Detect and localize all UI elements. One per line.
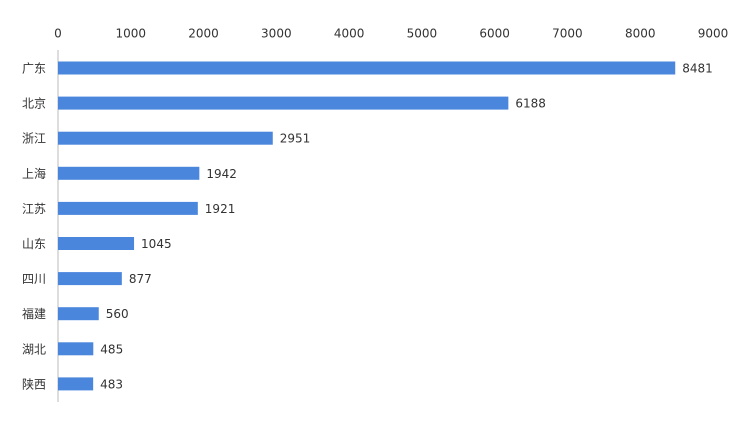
x-tick-label: 3000 — [261, 27, 292, 41]
x-tick-label: 0 — [54, 27, 62, 41]
bar — [58, 377, 94, 391]
bar — [58, 166, 200, 180]
x-tick-label: 1000 — [116, 27, 147, 41]
x-tick-label: 7000 — [552, 27, 583, 41]
bar — [58, 61, 676, 75]
value-label: 6188 — [515, 97, 546, 111]
x-tick-label: 2000 — [188, 27, 219, 41]
y-tick-label: 上海 — [22, 166, 46, 181]
y-tick-label: 广东 — [22, 62, 46, 76]
bar — [58, 307, 99, 321]
y-tick-label: 湖北 — [22, 341, 46, 356]
y-tick-label: 福建 — [22, 306, 46, 321]
value-label: 2951 — [280, 132, 311, 146]
x-tick-label: 8000 — [625, 27, 656, 41]
x-tick-label: 9000 — [698, 27, 729, 41]
bar — [58, 237, 135, 250]
y-tick-label: 江苏 — [22, 202, 46, 216]
value-label: 1045 — [141, 237, 172, 251]
y-tick-label: 北京 — [22, 97, 46, 111]
x-tick-label: 4000 — [334, 27, 365, 41]
value-label: 485 — [100, 342, 123, 356]
value-label: 560 — [106, 307, 129, 321]
bar — [58, 131, 273, 145]
y-tick-label: 山东 — [22, 237, 46, 251]
value-label: 483 — [100, 377, 123, 391]
bar — [58, 201, 198, 215]
bar — [58, 272, 122, 286]
x-tick-label: 6000 — [479, 27, 510, 41]
y-tick-label: 浙江 — [22, 132, 46, 146]
bar — [58, 342, 94, 356]
y-tick-label: 陕西 — [22, 376, 46, 391]
x-tick-label: 5000 — [407, 27, 438, 41]
value-label: 1921 — [205, 202, 236, 216]
value-label: 8481 — [682, 62, 713, 76]
value-label: 1942 — [206, 167, 237, 181]
y-tick-label: 四川 — [22, 272, 46, 286]
value-label: 877 — [129, 272, 152, 286]
bar — [58, 96, 509, 110]
